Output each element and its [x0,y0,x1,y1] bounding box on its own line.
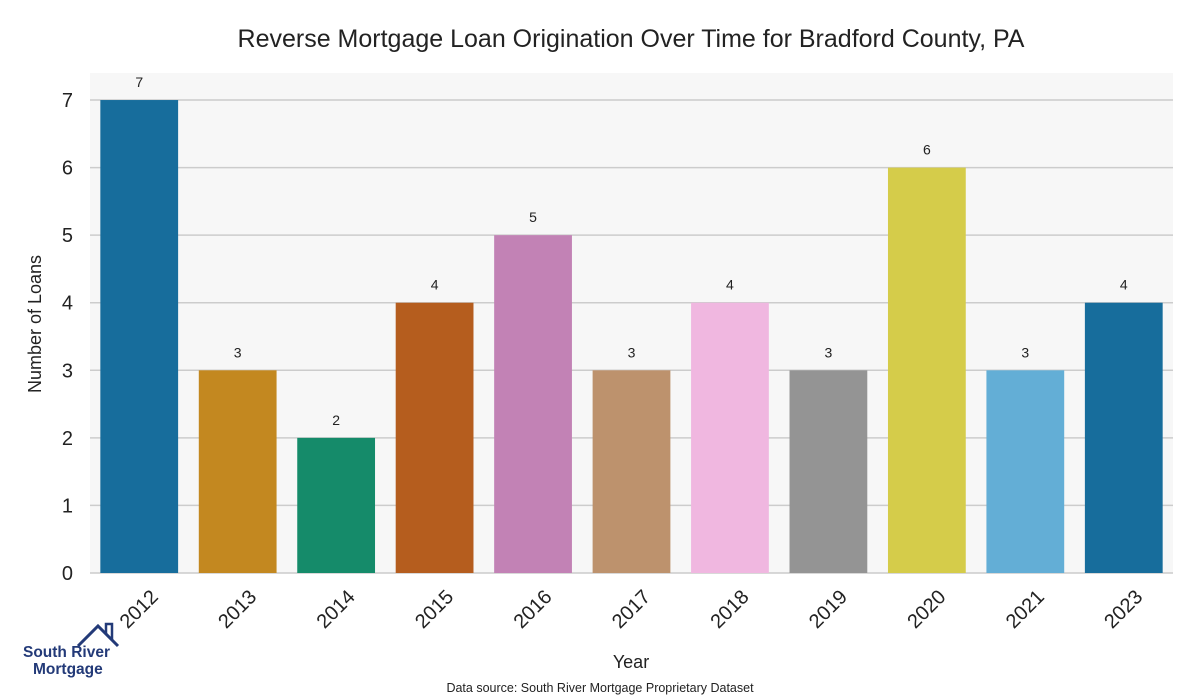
y-tick-label: 3 [62,360,73,382]
y-tick-labels: 0 1 2 3 4 5 6 7 [62,90,73,585]
data-label-2012: 7 [135,74,143,90]
y-tick-label: 4 [62,293,73,315]
bar-2014 [297,437,376,573]
data-label-2021: 3 [1021,344,1029,360]
bar-2015 [395,302,474,573]
x-axis-label: Year [613,652,649,672]
data-source-note: Data source: South River Mortgage Propri… [446,681,754,695]
bar-2012 [100,100,179,573]
bar-2017 [592,370,671,573]
x-tick-labels: 2012 2013 2014 2015 2016 2017 2018 2019 2020 2021… [116,586,1148,633]
logo-text-line2: Mortgage [33,661,103,678]
bar-2021 [986,370,1065,573]
bar-2016 [494,235,572,573]
x-tick-label-2014: 2014 [313,586,360,633]
company-logo: South River Mortgage [20,622,120,682]
house-icon [76,622,120,648]
x-tick-label-2019: 2019 [805,586,852,633]
bar-2023 [1084,302,1163,573]
y-tick-label: 5 [62,225,73,247]
data-label-2020: 6 [923,142,931,158]
x-tick-label-2021: 2021 [1002,586,1049,633]
y-tick-label: 2 [62,428,73,450]
bar-2019 [789,370,868,573]
x-tick-label-2018: 2018 [706,586,753,633]
y-tick-label: 1 [62,495,73,517]
data-labels: 7 3 2 4 5 3 4 3 6 3 4 [135,74,1128,428]
bar-2013 [198,370,277,573]
bar-2018 [691,302,769,573]
x-tick-label-2016: 2016 [510,586,557,633]
data-label-2018: 4 [726,277,734,293]
data-label-2017: 3 [628,344,636,360]
y-tick-label: 6 [62,158,73,180]
x-tick-label-2020: 2020 [903,586,950,633]
logo-text-line1: South River [23,644,110,661]
bar-2020 [887,167,966,573]
data-label-2019: 3 [825,344,833,360]
data-label-2016: 5 [529,209,537,225]
y-tick-label: 7 [62,90,73,112]
data-label-2023: 4 [1120,277,1128,293]
y-tick-label: 0 [62,563,73,585]
bars [100,100,1163,573]
y-axis-label: Number of Loans [25,255,45,393]
data-label-2014: 2 [332,412,340,428]
x-tick-label-2013: 2013 [214,586,261,633]
x-tick-label-2023: 2023 [1100,586,1147,633]
x-tick-label-2015: 2015 [411,586,458,633]
data-label-2013: 3 [234,344,242,360]
data-label-2015: 4 [431,277,439,293]
x-tick-label-2017: 2017 [608,586,655,633]
chart-title: Reverse Mortgage Loan Origination Over T… [238,25,1025,53]
